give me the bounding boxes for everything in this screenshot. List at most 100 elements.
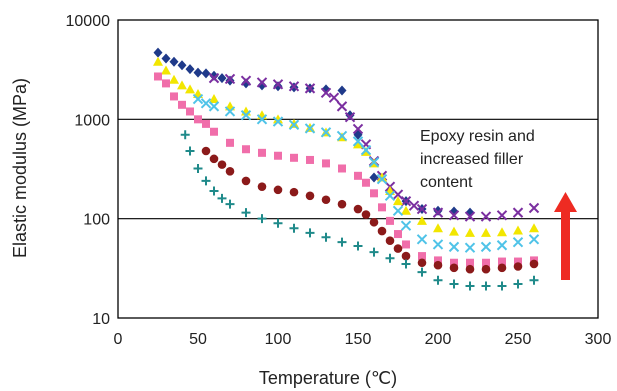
y-tick-labels: 10 100 1000 10000 [66,13,111,328]
data-point [465,227,475,237]
data-point [432,207,444,218]
data-point [217,193,227,203]
data-point [377,172,387,182]
x-tick-label: 0 [114,331,123,348]
data-point [257,80,267,91]
data-point [192,93,204,105]
series-7 [180,130,539,291]
data-point [433,223,443,233]
data-point [417,267,427,277]
data-point [258,148,266,157]
data-point [240,75,252,86]
x-tick-label: 250 [505,331,532,348]
data-point [528,234,540,245]
data-point [272,116,284,127]
data-point [320,87,332,99]
data-point [169,74,179,84]
data-point [513,262,523,271]
data-point [185,146,195,156]
data-point [400,220,412,231]
data-point [529,259,539,269]
data-point [185,64,195,75]
x-tick-label: 200 [425,331,452,348]
data-point [289,223,299,233]
x-axis-title: Temperature (℃) [259,368,397,388]
data-point [385,236,395,246]
y-tick-label: 100 [83,212,110,229]
data-point [224,73,236,85]
data-point [225,166,235,176]
data-point [376,173,388,185]
data-point [401,259,411,269]
data-point [337,199,347,209]
data-point [352,123,364,135]
annotation-line-3: content [420,174,473,191]
data-point [225,75,235,86]
y-tick-label: 10 [92,311,110,328]
data-point [353,241,363,251]
data-point [209,94,219,104]
data-point [496,240,508,251]
data-point [193,163,203,173]
data-point [320,127,332,138]
data-point [305,191,315,201]
data-point [529,275,539,285]
data-point [480,241,492,253]
annotation-line-2: increased filler [420,151,524,168]
data-point [242,145,250,154]
data-point [217,160,227,169]
data-point [528,202,540,214]
data-point [497,263,507,273]
data-point [386,216,394,225]
data-point [201,176,211,186]
data-point [290,153,298,162]
data-point [274,151,282,160]
data-point [369,172,379,183]
y-tick-label: 1000 [74,112,110,129]
data-point [416,234,428,245]
data-point [353,139,363,149]
data-point [328,92,340,103]
annotation-line-1: Epoxy resin and [420,128,535,145]
data-point [153,56,163,66]
data-point [368,157,380,168]
y-tick-label: 10000 [66,13,111,30]
data-point [241,208,251,218]
data-point [353,204,363,214]
data-point [378,203,386,212]
data-point [202,119,210,128]
data-point [529,223,539,233]
data-point [169,56,179,67]
data-point [185,84,195,94]
data-point [256,114,268,125]
data-point [497,227,507,237]
data-point [480,211,492,222]
data-point [433,260,443,270]
data-point [209,154,219,164]
data-point [354,171,362,180]
data-point [288,81,300,92]
x-tick-labels: 0 50 100 150 200 250 300 [114,331,612,348]
data-point [432,239,444,250]
data-point [153,47,163,58]
data-point [401,205,411,215]
data-point [209,70,219,81]
plot-frame [117,19,599,319]
x-tick-label: 50 [189,331,207,348]
data-point [336,101,348,112]
data-point [433,205,443,216]
data-point [217,73,227,84]
data-point [352,136,364,147]
x-tick-label: 300 [585,331,612,348]
data-point [496,210,508,221]
data-point [273,185,283,195]
data-point [481,281,491,291]
data-point [513,225,523,235]
series-3 [153,56,539,237]
data-point [178,100,186,109]
data-point [208,72,220,84]
data-point [193,67,203,78]
data-point [512,236,524,248]
data-point [448,241,460,253]
data-point [497,281,507,291]
